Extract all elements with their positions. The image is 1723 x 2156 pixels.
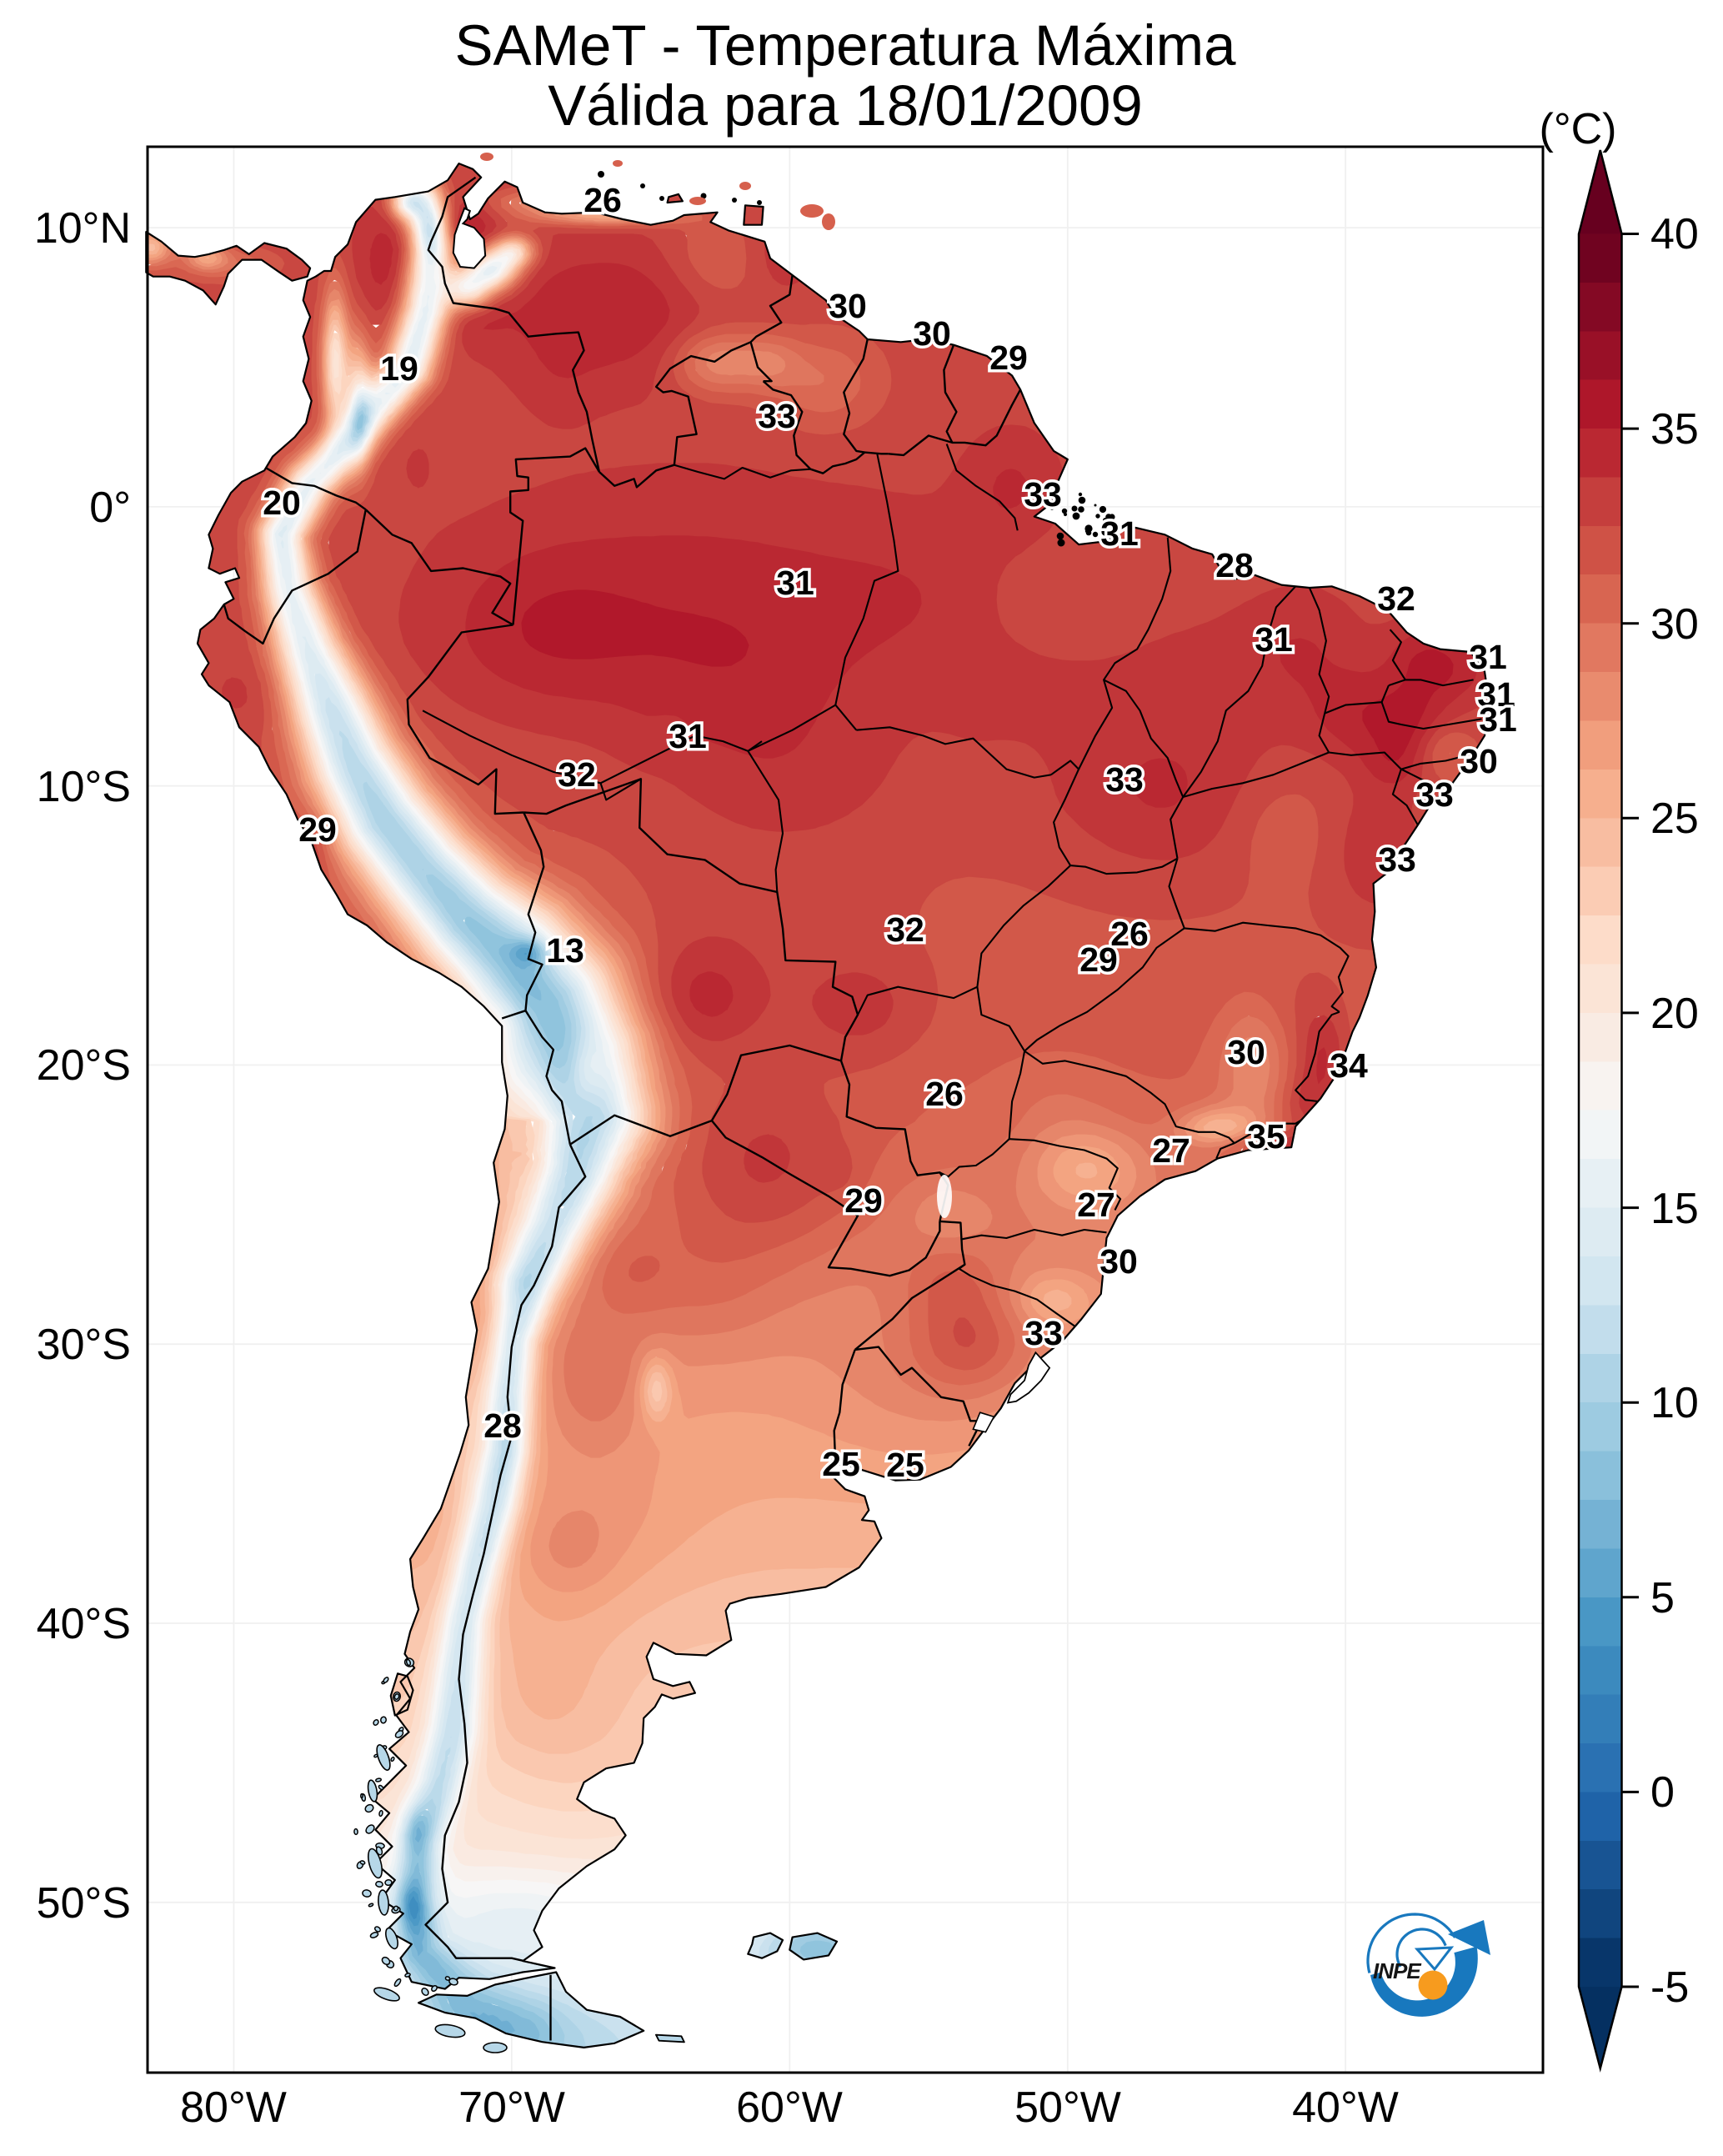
svg-text:20: 20 <box>263 484 301 522</box>
svg-text:29: 29 <box>298 810 337 849</box>
svg-text:40°S: 40°S <box>37 1600 131 1648</box>
svg-text:30: 30 <box>1460 742 1498 780</box>
svg-text:31: 31 <box>776 564 814 602</box>
svg-text:34: 34 <box>1330 1046 1368 1085</box>
svg-text:15: 15 <box>1650 1185 1699 1233</box>
svg-text:40°W: 40°W <box>1292 2083 1399 2132</box>
svg-text:50°S: 50°S <box>37 1879 131 1928</box>
svg-text:31: 31 <box>1255 620 1293 659</box>
svg-text:19: 19 <box>380 349 418 388</box>
svg-text:27: 27 <box>1077 1186 1115 1224</box>
svg-text:30: 30 <box>1099 1242 1138 1281</box>
svg-text:13: 13 <box>546 931 584 970</box>
svg-text:28: 28 <box>483 1406 522 1445</box>
svg-text:29: 29 <box>989 338 1028 377</box>
svg-text:31: 31 <box>1100 514 1139 553</box>
svg-text:0: 0 <box>1650 1768 1675 1817</box>
svg-text:27: 27 <box>1152 1131 1190 1170</box>
svg-text:SAMeT - Temperatura Máxima: SAMeT - Temperatura Máxima <box>455 13 1237 78</box>
svg-text:25: 25 <box>822 1445 860 1483</box>
svg-text:-5: -5 <box>1650 1963 1689 2012</box>
svg-text:80°W: 80°W <box>180 2083 287 2132</box>
svg-text:32: 32 <box>886 910 924 949</box>
svg-text:29: 29 <box>1079 940 1118 979</box>
svg-text:25: 25 <box>1650 795 1699 843</box>
svg-text:31: 31 <box>669 717 707 755</box>
svg-text:28: 28 <box>1215 546 1254 584</box>
svg-text:32: 32 <box>558 755 596 794</box>
svg-text:33: 33 <box>1105 760 1144 799</box>
svg-text:40: 40 <box>1650 210 1699 258</box>
svg-text:30: 30 <box>913 314 951 353</box>
svg-text:26: 26 <box>1110 915 1149 953</box>
svg-text:35: 35 <box>1650 405 1699 454</box>
svg-text:20: 20 <box>1650 990 1699 1038</box>
svg-text:33: 33 <box>1024 475 1062 514</box>
svg-text:26: 26 <box>925 1075 964 1113</box>
svg-text:35: 35 <box>1247 1117 1285 1156</box>
svg-text:29: 29 <box>844 1181 883 1220</box>
svg-text:31: 31 <box>1469 638 1507 676</box>
svg-text:30°S: 30°S <box>37 1321 131 1369</box>
svg-text:50°W: 50°W <box>1014 2083 1121 2132</box>
svg-text:33: 33 <box>1024 1314 1063 1352</box>
svg-text:70°W: 70°W <box>458 2083 565 2132</box>
svg-text:(°C): (°C) <box>1540 105 1617 153</box>
svg-text:31: 31 <box>1477 675 1515 714</box>
svg-text:10: 10 <box>1650 1379 1699 1427</box>
svg-text:30: 30 <box>829 287 867 325</box>
svg-text:5: 5 <box>1650 1574 1675 1622</box>
svg-text:0°: 0° <box>89 484 131 532</box>
svg-text:31: 31 <box>1479 700 1517 739</box>
svg-text:32: 32 <box>1377 579 1415 618</box>
svg-text:33: 33 <box>1415 775 1454 814</box>
svg-text:30: 30 <box>1650 600 1699 649</box>
svg-text:20°S: 20°S <box>37 1041 131 1090</box>
svg-text:Válida para 18/01/2009: Válida para 18/01/2009 <box>548 73 1143 138</box>
svg-text:33: 33 <box>1378 840 1416 879</box>
svg-text:33: 33 <box>758 397 796 435</box>
svg-text:25: 25 <box>886 1446 924 1484</box>
svg-text:10°S: 10°S <box>37 763 131 811</box>
svg-text:INPE: INPE <box>1373 1958 1421 1983</box>
svg-text:60°W: 60°W <box>736 2083 843 2132</box>
svg-text:26: 26 <box>584 181 622 219</box>
svg-text:10°N: 10°N <box>34 204 131 253</box>
svg-text:30: 30 <box>1227 1033 1265 1071</box>
